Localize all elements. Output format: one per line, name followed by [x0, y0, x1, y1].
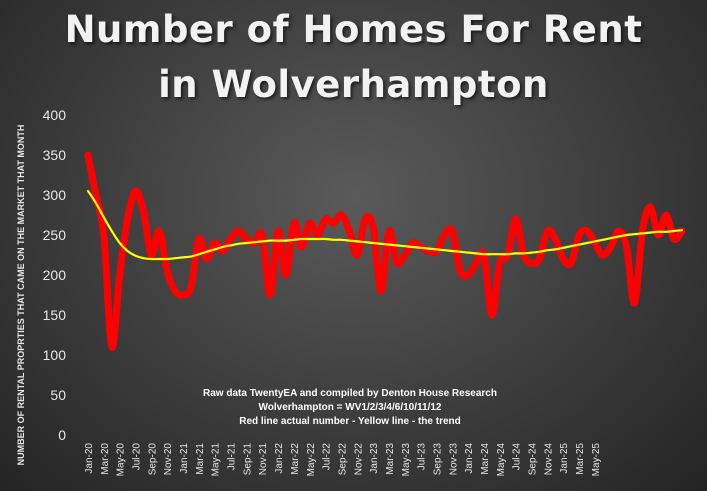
- x-tick-label: Jan-24: [464, 443, 475, 474]
- x-tick-label: Sep-21: [242, 443, 253, 476]
- x-tick-label: Jan-23: [369, 443, 380, 474]
- y-tick-label: 50: [50, 387, 66, 403]
- x-tick-label: May-23: [401, 443, 412, 477]
- x-tick-label: May-20: [116, 443, 127, 477]
- x-tick-label: Sep-20: [147, 443, 158, 476]
- chart-note: Red line actual number - Yellow line - t…: [239, 416, 461, 427]
- x-tick-label: Sep-22: [337, 443, 348, 476]
- x-tick-label: Jul-24: [512, 443, 523, 471]
- y-tick-label: 400: [43, 107, 67, 123]
- x-tick-label: Jul-23: [417, 443, 428, 471]
- x-tick-label: Jul-22: [322, 443, 333, 471]
- y-tick-label: 350: [43, 147, 67, 163]
- y-axis-label: NUMBER OF RENTAL PROPRTIES THAT CAME ON …: [16, 125, 26, 466]
- y-tick-label: 0: [58, 427, 66, 443]
- x-tick-label: Nov-22: [353, 443, 364, 476]
- x-tick-label: May-24: [496, 443, 507, 477]
- y-tick-label: 150: [43, 307, 67, 323]
- series-line-actual: [84, 151, 686, 351]
- x-tick-label: Mar-23: [385, 443, 396, 475]
- x-tick-label: Nov-24: [543, 443, 554, 476]
- x-tick-label: May-25: [591, 443, 602, 477]
- x-tick-label: Mar-24: [480, 443, 491, 475]
- x-tick-label: Jul-21: [227, 443, 238, 471]
- x-tick-label: May-21: [211, 443, 222, 477]
- x-tick-label: Sep-24: [528, 443, 539, 476]
- x-tick-label: Mar-20: [100, 443, 111, 475]
- y-tick-label: 100: [43, 347, 67, 363]
- chart-note: Raw data TwentyEA and compiled by Denton…: [203, 388, 497, 399]
- chart-note: Wolverhampton = WV1/2/3/4/6/10/11/12: [259, 402, 442, 413]
- y-tick-label: 200: [43, 267, 67, 283]
- x-tick-label: Jan-22: [274, 443, 285, 474]
- y-tick-label: 300: [43, 187, 67, 203]
- x-tick-label: Nov-20: [163, 443, 174, 476]
- x-tick-label: Jul-20: [132, 443, 143, 471]
- x-tick-label: Jan-25: [559, 443, 570, 474]
- x-tick-label: Nov-21: [258, 443, 269, 476]
- series-line-trend: [86, 189, 684, 261]
- chart-title-line1: Number of Homes For Rent: [64, 8, 643, 51]
- y-tick-label: 250: [43, 227, 67, 243]
- x-tick-label: Nov-23: [448, 443, 459, 476]
- x-tick-label: Mar-21: [195, 443, 206, 475]
- x-tick-label: Jan-20: [84, 443, 95, 474]
- x-tick-label: Mar-25: [575, 443, 586, 475]
- x-tick-label: May-22: [306, 443, 317, 477]
- chart-title-line2: in Wolverhampton: [158, 63, 549, 106]
- x-tick-label: Jan-21: [179, 443, 190, 474]
- x-tick-label: Sep-23: [432, 443, 443, 476]
- x-tick-label: Mar-22: [290, 443, 301, 475]
